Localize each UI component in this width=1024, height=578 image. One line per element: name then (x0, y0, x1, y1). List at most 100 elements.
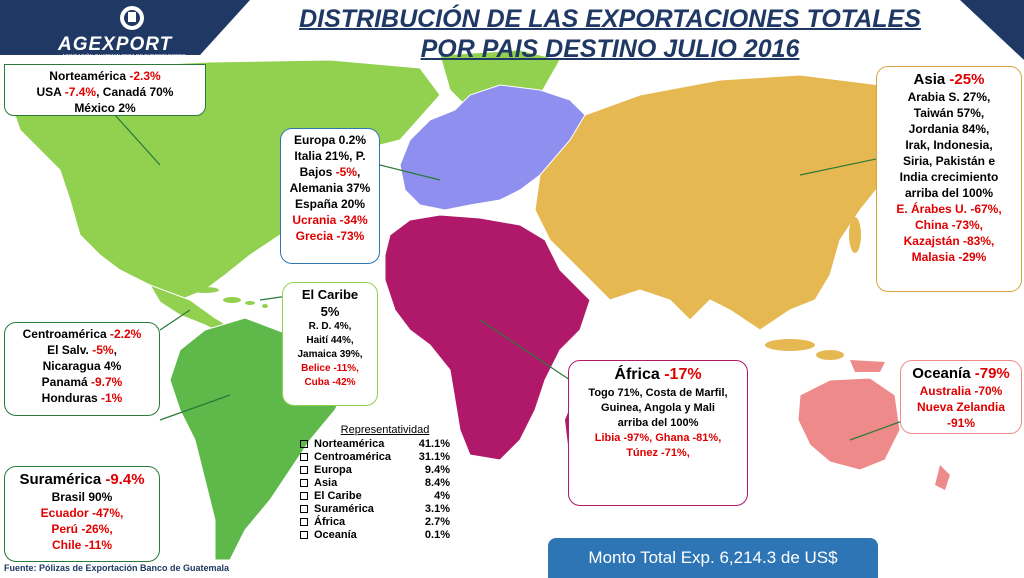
caribe-red-line-1: Belice -11%, (301, 363, 359, 374)
legend-row: Norteamérica 41.1% (298, 438, 450, 451)
header-corner-right (960, 0, 1024, 60)
legend-name: El Caribe (314, 490, 362, 502)
southeast-asia-islands (765, 217, 861, 360)
legend-name: África (314, 516, 346, 528)
legend-row: El Caribe 4% (298, 490, 450, 503)
caribe-header: El Caribe (301, 287, 359, 302)
europa-line-1: Europa 0.2% (293, 133, 367, 147)
asia-line-5: Siria, Pakistán e (902, 154, 996, 168)
europa-line-4: Alemania 37% (289, 181, 371, 195)
norteamerica-line-3: México 2% (74, 101, 136, 115)
page-title-line2: POR PAIS DESTINO JULIO 2016 (420, 35, 800, 63)
centroamerica-line-3: Nicaragua 4% (42, 359, 122, 373)
page-title-line1: DISTRIBUCIÓN DE LAS EXPORTACIONES TOTALE… (299, 5, 921, 33)
centroamerica-line-2: El Salv. -5%, (47, 343, 117, 357)
africa-region (384, 214, 591, 461)
caribe-line-1: R. D. 4%, (308, 321, 352, 332)
logo-wordmark: AGEXPORT (58, 34, 173, 55)
asia-red-line-1: E. Árabes U. -67%, (896, 202, 1002, 216)
checkbox-icon (300, 505, 308, 513)
caribe-line-2: Haití 44%, (306, 335, 354, 346)
asia-line-1: Arabia S. 27%, (907, 90, 991, 104)
europa-callout: Europa 0.2% Italia 21%, P. Bajos -5%, Al… (280, 128, 380, 264)
north-america-region (9, 59, 441, 301)
centroamerica-line-5: Honduras -1% (41, 391, 123, 405)
oceania-callout: Oceanía -79% Australia -70% Nueva Zeland… (900, 360, 1022, 434)
legend-pct: 31.1% (418, 451, 450, 463)
legend-pct: 2.7% (424, 516, 450, 528)
suramerica-line-1: Brasil 90% (51, 490, 113, 504)
asia-callout: Asia -25% Arabia S. 27%, Taiwán 57%, Jor… (876, 66, 1022, 292)
legend-row: África 2.7% (298, 516, 450, 529)
logo-emblem-icon (120, 6, 144, 30)
logo-tagline: ASOCIACIÓN GUATEMALTECA DE EXPORTADORES (62, 54, 186, 60)
suramerica-red-line-3: Chile -11% (51, 538, 113, 552)
legend-row: Europa 9.4% (298, 464, 450, 477)
asia-header: Asia -25% (913, 71, 985, 88)
legend-name: Suramérica (314, 503, 374, 515)
caribe-callout: El Caribe 5% R. D. 4%, Haití 44%, Jamaic… (282, 282, 378, 406)
asia-region (534, 74, 906, 331)
africa-line-3: arriba del 100% (617, 417, 699, 429)
legend-row: Centroamérica 31.1% (298, 451, 450, 464)
checkbox-icon (300, 531, 308, 539)
legend-pct: 4% (434, 490, 450, 502)
europa-red-line-1: Ucrania -34% (292, 213, 368, 227)
suramerica-red-line-1: Ecuador -47%, (40, 506, 124, 520)
africa-callout: África -17% Togo 71%, Costa de Marfil, G… (568, 360, 748, 506)
centroamerica-line-1: Centroamérica -2.2% (22, 327, 142, 341)
asia-red-line-3: Kazajstán -83%, (903, 234, 995, 248)
checkbox-icon (300, 453, 308, 461)
new-guinea-shape (850, 360, 885, 372)
checkbox-icon (300, 518, 308, 526)
caribe-line-3: Jamaica 39%, (297, 349, 363, 360)
asia-line-3: Jordania 84%, (908, 122, 990, 136)
total-exports-banner: Monto Total Exp. 6,214.3 de US$ (548, 538, 878, 578)
oceania-red-line-1: Australia -70% (919, 384, 1003, 398)
legend-name: Europa (314, 464, 352, 476)
checkbox-icon (300, 479, 308, 487)
source-footer: Fuente: Pólizas de Exportación Banco de … (4, 563, 230, 573)
legend-pct: 41.1% (418, 438, 450, 450)
caribe-red-line-2: Cuba -42% (304, 377, 356, 388)
norteamerica-line-2: USA -7.4%, Canadá 70% (36, 85, 174, 99)
suramerica-header: Suramérica -9.4% (19, 471, 145, 488)
legend-pct: 0.1% (424, 529, 450, 541)
africa-line-1: Togo 71%, Costa de Marfil, (588, 387, 728, 399)
suramerica-callout: Suramérica -9.4% Brasil 90% Ecuador -47%… (4, 466, 160, 562)
caribe-header-2: 5% (320, 304, 340, 319)
suramerica-red-line-2: Perú -26%, (51, 522, 113, 536)
oceania-red-line-2: Nueva Zelandia (916, 400, 1006, 414)
checkbox-icon (300, 492, 308, 500)
legend-pct: 8.4% (424, 477, 450, 489)
centroamerica-callout: Centroamérica -2.2% El Salv. -5%, Nicara… (4, 322, 160, 416)
oceania-region (797, 377, 901, 471)
norteamerica-callout: Norteamérica -2.3% USA -7.4%, Canadá 70%… (4, 64, 206, 116)
legend-row: Asia 8.4% (298, 477, 450, 490)
asia-line-6: India crecimiento (899, 170, 999, 184)
oceania-red-line-3: -91% (946, 416, 975, 430)
legend-name: Asia (314, 477, 338, 489)
europa-red-line-2: Grecia -73% (295, 229, 365, 243)
asia-line-2: Taiwán 57%, (913, 106, 985, 120)
checkbox-icon (300, 466, 308, 474)
legend-name: Centroamérica (314, 451, 392, 463)
legend-row: Oceanía 0.1% (298, 529, 450, 542)
legend-name: Oceanía (314, 529, 357, 541)
legend-row: Suramérica 3.1% (298, 503, 450, 516)
centroamerica-line-4: Panamá -9.7% (41, 375, 123, 389)
legend-pct: 3.1% (424, 503, 450, 515)
legend-title: Representatividad (340, 424, 430, 436)
europa-line-2: Italia 21%, P. (294, 149, 366, 163)
asia-red-line-4: Malasia -29% (911, 250, 987, 264)
asia-red-line-2: China -73%, (914, 218, 983, 232)
norteamerica-line-1: Norteamérica -2.3% (49, 69, 161, 83)
agexport-logo: AGEXPORT ASOCIACIÓN GUATEMALTECA DE EXPO… (0, 0, 240, 62)
africa-red-line-2: Túnez -71%, (626, 447, 690, 459)
legend-name: Norteamérica (314, 438, 385, 450)
caribbean-islands (191, 287, 268, 308)
new-zealand-shape (935, 465, 950, 490)
representatividad-legend: Representatividad Norteamérica 41.1% Cent… (298, 424, 450, 542)
europa-line-5: España 20% (294, 197, 366, 211)
europa-line-3: Bajos -5%, (299, 165, 361, 179)
